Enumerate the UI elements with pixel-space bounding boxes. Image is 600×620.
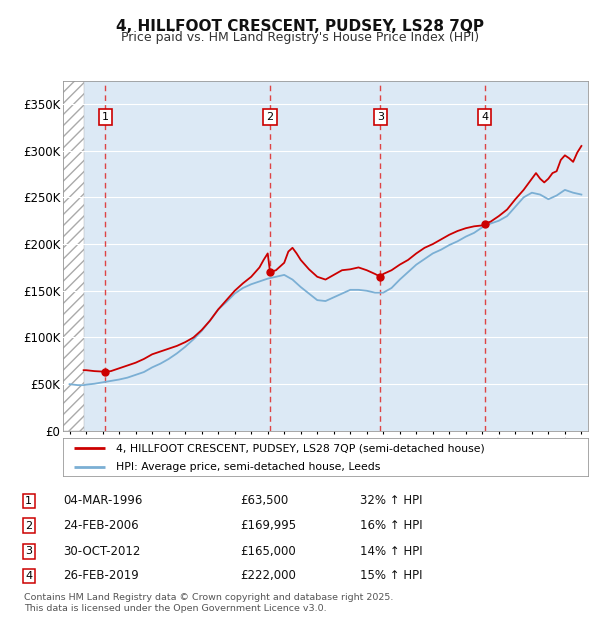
Text: £222,000: £222,000	[240, 570, 296, 582]
Text: 2: 2	[25, 521, 32, 531]
Text: 2: 2	[266, 112, 274, 122]
Text: £63,500: £63,500	[240, 495, 288, 507]
Text: 1: 1	[102, 112, 109, 122]
Text: 3: 3	[25, 546, 32, 556]
Text: 4, HILLFOOT CRESCENT, PUDSEY, LS28 7QP (semi-detached house): 4, HILLFOOT CRESCENT, PUDSEY, LS28 7QP (…	[115, 443, 484, 453]
Bar	[63, 81, 83, 431]
Text: 1: 1	[25, 496, 32, 506]
Text: 04-MAR-1996: 04-MAR-1996	[63, 495, 142, 507]
Text: 32% ↑ HPI: 32% ↑ HPI	[360, 495, 422, 507]
Text: 3: 3	[377, 112, 384, 122]
Text: 26-FEB-2019: 26-FEB-2019	[63, 570, 139, 582]
Text: £165,000: £165,000	[240, 545, 296, 557]
Text: 24-FEB-2006: 24-FEB-2006	[63, 520, 139, 532]
Text: £169,995: £169,995	[240, 520, 296, 532]
Text: HPI: Average price, semi-detached house, Leeds: HPI: Average price, semi-detached house,…	[115, 461, 380, 472]
Text: 4: 4	[481, 112, 488, 122]
Text: Contains HM Land Registry data © Crown copyright and database right 2025.
This d: Contains HM Land Registry data © Crown c…	[24, 593, 394, 613]
Text: 16% ↑ HPI: 16% ↑ HPI	[360, 520, 422, 532]
Text: 4, HILLFOOT CRESCENT, PUDSEY, LS28 7QP: 4, HILLFOOT CRESCENT, PUDSEY, LS28 7QP	[116, 19, 484, 33]
Text: 14% ↑ HPI: 14% ↑ HPI	[360, 545, 422, 557]
Text: 4: 4	[25, 571, 32, 581]
Text: Price paid vs. HM Land Registry's House Price Index (HPI): Price paid vs. HM Land Registry's House …	[121, 31, 479, 43]
Text: 15% ↑ HPI: 15% ↑ HPI	[360, 570, 422, 582]
Text: 30-OCT-2012: 30-OCT-2012	[63, 545, 140, 557]
